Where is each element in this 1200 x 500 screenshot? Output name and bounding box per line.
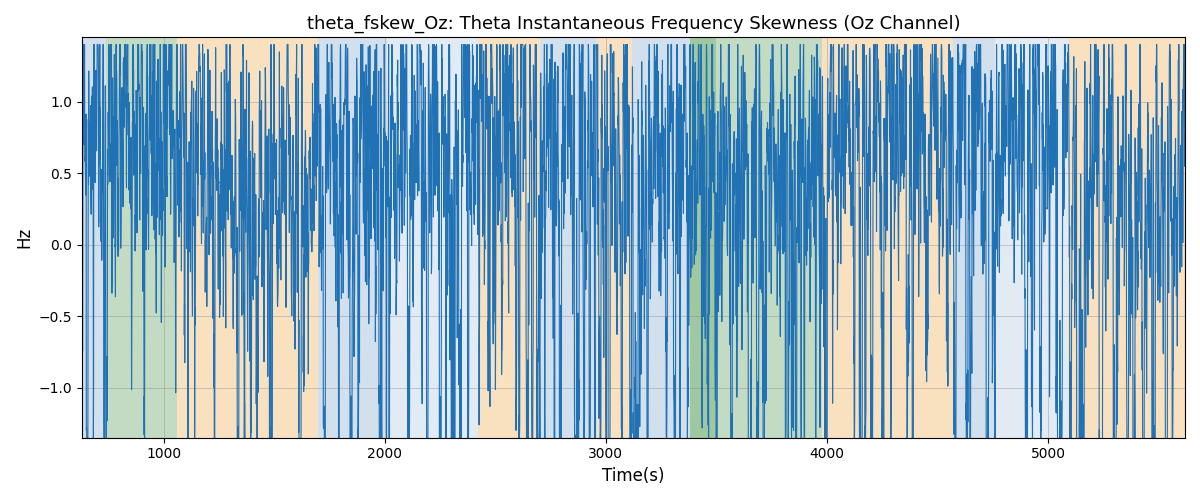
Bar: [632, 38, 690, 438]
Bar: [107, 38, 176, 438]
Bar: [540, 38, 596, 438]
Bar: [386, 38, 478, 438]
X-axis label: Time(s): Time(s): [602, 467, 665, 485]
Bar: [716, 38, 822, 438]
Y-axis label: Hz: Hz: [14, 227, 32, 248]
Bar: [822, 38, 953, 438]
Bar: [478, 38, 540, 438]
Bar: [596, 38, 632, 438]
Title: theta_fskew_Oz: Theta Instantaneous Frequency Skewness (Oz Channel): theta_fskew_Oz: Theta Instantaneous Freq…: [307, 15, 960, 34]
Bar: [318, 38, 386, 438]
Bar: [995, 38, 1068, 438]
Bar: [953, 38, 995, 438]
Bar: [176, 38, 318, 438]
Bar: [690, 38, 716, 438]
Bar: [82, 38, 107, 438]
Bar: [1068, 38, 1184, 438]
